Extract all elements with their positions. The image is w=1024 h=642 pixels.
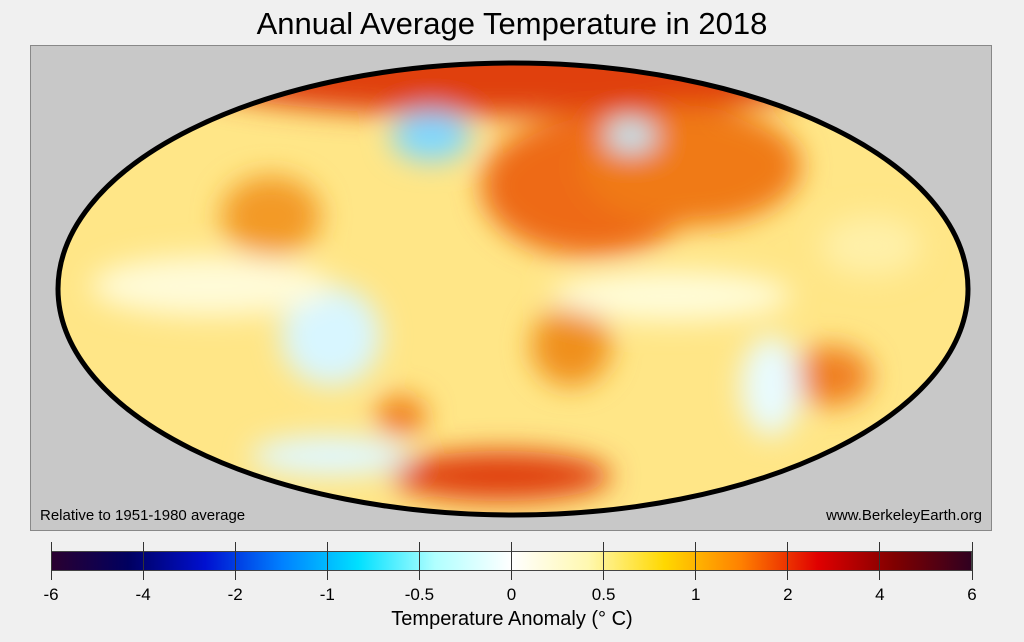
colorbar-tick-label: 0	[506, 585, 517, 604]
colorbar-tick	[511, 542, 512, 580]
baseline-note: Relative to 1951-1980 average	[40, 507, 246, 524]
colorbar-tick-label: 6	[967, 585, 977, 604]
colorbar-tick	[234, 542, 236, 580]
colorbar-tick-label: -1	[319, 585, 335, 604]
colorbar-tick-label: -2	[227, 585, 243, 604]
colorbar-tick	[971, 542, 973, 580]
colorbar-tick-label: 4	[875, 585, 885, 604]
colorbar-tick	[787, 542, 789, 580]
colorbar-tick-label: 1	[690, 585, 701, 604]
map-panel: Relative to 1951-1980 average www.Berkel…	[30, 45, 992, 531]
chart-title: Annual Average Temperature in 2018	[256, 6, 768, 41]
colorbar-tick-label: -4	[135, 585, 151, 604]
colorbar-tick-label: -6	[43, 585, 59, 604]
colorbar-tick	[879, 542, 881, 580]
colorbar-tick	[142, 542, 144, 580]
colorbar-tick	[50, 542, 52, 580]
temperature-map	[55, 60, 971, 518]
colorbar-tick-label: -0.5	[404, 585, 435, 604]
colorbar-tick	[603, 542, 605, 580]
colorbar-tick	[326, 542, 328, 580]
colorbar-tick	[695, 542, 697, 580]
colorbar-tick-label: 0.5	[591, 585, 616, 604]
source-credit: www.BerkeleyEarth.org	[826, 507, 982, 524]
colorbar-tick-label: 2	[783, 585, 793, 604]
colorbar-label: Temperature Anomaly (° C)	[391, 608, 633, 630]
colorbar-tick	[418, 542, 420, 580]
